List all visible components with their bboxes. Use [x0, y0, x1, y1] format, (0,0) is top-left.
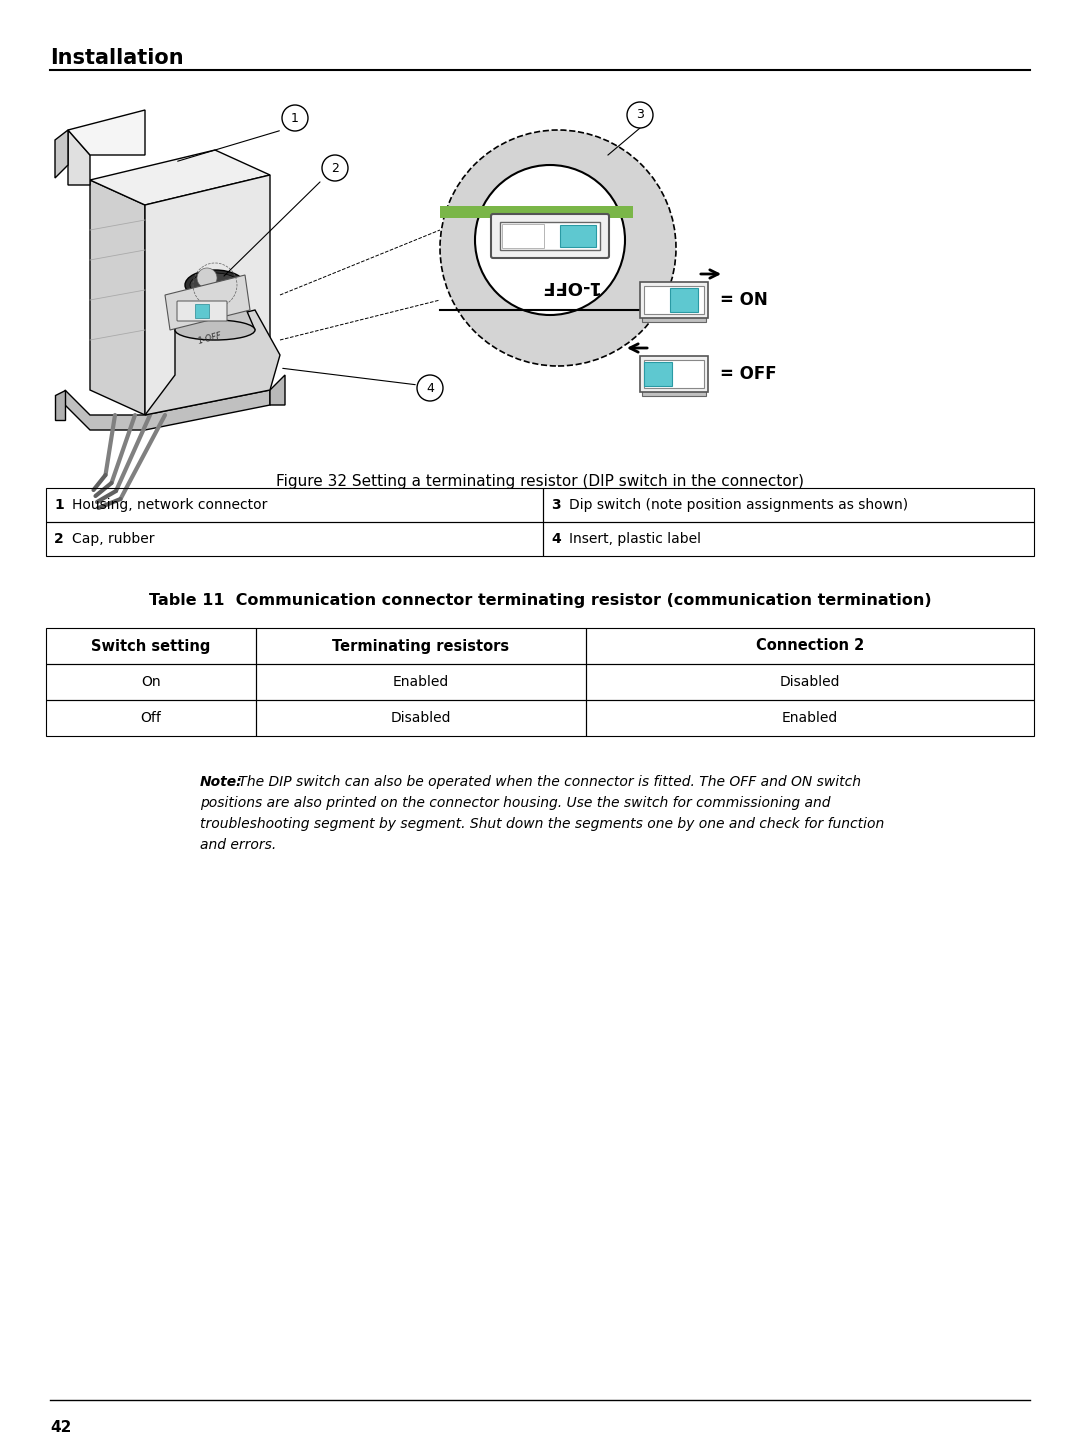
Bar	[543, 522, 1034, 556]
Circle shape	[440, 129, 676, 366]
Text: Table 11  Communication connector terminating resistor (communication terminatio: Table 11 Communication connector termina…	[149, 593, 931, 608]
Polygon shape	[270, 375, 285, 405]
Bar	[586, 664, 1034, 700]
Polygon shape	[55, 389, 65, 420]
Bar	[46, 489, 543, 522]
Polygon shape	[90, 180, 145, 415]
Text: Figure 32 Setting a terminating resistor (DIP switch in the connector): Figure 32 Setting a terminating resistor…	[276, 474, 804, 489]
Ellipse shape	[175, 320, 255, 341]
Circle shape	[475, 165, 625, 315]
Polygon shape	[175, 295, 255, 331]
FancyBboxPatch shape	[491, 214, 609, 259]
Polygon shape	[55, 129, 68, 178]
Text: 3: 3	[551, 499, 561, 512]
Text: Installation: Installation	[50, 47, 184, 68]
Polygon shape	[165, 274, 249, 331]
Bar	[561, 226, 596, 247]
Ellipse shape	[185, 270, 245, 300]
Bar	[586, 700, 1034, 736]
Text: Dip switch (note position assignments as shown): Dip switch (note position assignments as…	[569, 499, 908, 512]
Bar	[440, 205, 473, 218]
Circle shape	[282, 105, 308, 131]
Text: positions are also printed on the connector housing. Use the switch for commissi: positions are also printed on the connec…	[200, 796, 831, 810]
Bar	[670, 287, 698, 312]
Bar	[256, 700, 586, 736]
Text: Connection 2: Connection 2	[756, 638, 864, 654]
Circle shape	[417, 375, 443, 401]
Bar	[543, 489, 1034, 522]
Bar	[46, 664, 256, 700]
Ellipse shape	[190, 273, 240, 297]
Bar	[195, 305, 210, 318]
Bar	[640, 282, 708, 318]
Text: 2: 2	[332, 161, 339, 174]
Circle shape	[322, 155, 348, 181]
Circle shape	[627, 102, 653, 128]
Text: troubleshooting segment by segment. Shut down the segments one by one and check : troubleshooting segment by segment. Shut…	[200, 818, 885, 831]
Text: Disabled: Disabled	[780, 675, 840, 688]
Bar	[502, 224, 544, 249]
Text: 1: 1	[54, 499, 64, 512]
Bar	[644, 361, 704, 388]
Text: Terminating resistors: Terminating resistors	[333, 638, 510, 654]
Polygon shape	[90, 149, 270, 205]
Polygon shape	[145, 175, 270, 415]
Text: Enabled: Enabled	[393, 675, 449, 688]
Bar	[256, 628, 586, 664]
Text: 2: 2	[54, 532, 64, 546]
Bar	[644, 362, 672, 387]
Text: The DIP switch can also be operated when the connector is fitted. The OFF and ON: The DIP switch can also be operated when…	[234, 775, 861, 789]
Bar	[46, 522, 543, 556]
Polygon shape	[68, 129, 90, 185]
Text: 4: 4	[427, 381, 434, 395]
Circle shape	[197, 267, 217, 287]
FancyBboxPatch shape	[177, 300, 227, 320]
Bar	[644, 286, 704, 315]
Polygon shape	[68, 111, 145, 155]
Polygon shape	[65, 389, 270, 430]
Text: On: On	[141, 675, 161, 688]
Bar	[46, 628, 256, 664]
Bar	[473, 205, 633, 218]
Text: Note:: Note:	[200, 775, 243, 789]
Bar	[642, 318, 706, 322]
Text: 1-OFF: 1-OFF	[538, 277, 598, 295]
Text: = OFF: = OFF	[720, 365, 777, 384]
Text: Disabled: Disabled	[391, 711, 451, 726]
Bar	[256, 664, 586, 700]
Bar	[586, 628, 1034, 664]
Text: 42: 42	[50, 1420, 71, 1436]
Text: and errors.: and errors.	[200, 838, 276, 852]
Text: Housing, network connector: Housing, network connector	[72, 499, 268, 512]
Text: Off: Off	[140, 711, 161, 726]
Text: 1: 1	[292, 112, 299, 125]
Text: Enabled: Enabled	[782, 711, 838, 726]
Polygon shape	[145, 310, 280, 415]
Bar	[46, 700, 256, 736]
Text: Switch setting: Switch setting	[92, 638, 211, 654]
Bar	[500, 221, 600, 250]
Text: Insert, plastic label: Insert, plastic label	[569, 532, 701, 546]
Text: Cap, rubber: Cap, rubber	[72, 532, 154, 546]
Bar	[642, 391, 706, 397]
Text: 3: 3	[636, 109, 644, 122]
Text: = ON: = ON	[720, 292, 768, 309]
Bar	[640, 356, 708, 392]
Text: 4: 4	[551, 532, 561, 546]
Text: 1-OFF: 1-OFF	[197, 331, 224, 345]
